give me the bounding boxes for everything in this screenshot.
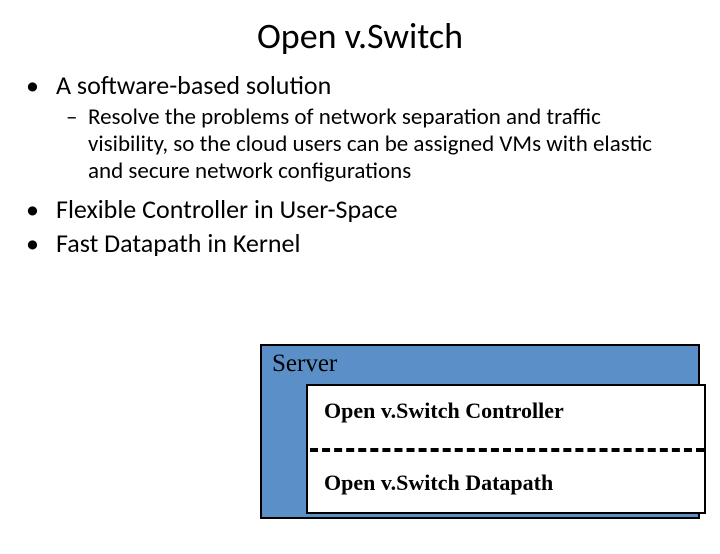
bullet-1-text: A software-based solution: [56, 70, 331, 101]
bullet-3: • Fast Datapath in Kernel: [26, 228, 694, 259]
bullet-1: • A software-based solution: [26, 70, 694, 101]
bullet-marker: •: [26, 228, 56, 259]
bullet-1-sub-text: Resolve the problems of network separati…: [88, 104, 680, 185]
bullet-marker: •: [26, 70, 56, 101]
bullet-2: • Flexible Controller in User-Space: [26, 194, 694, 225]
bullet-marker: •: [26, 194, 56, 225]
bullet-1-sub: – Resolve the problems of network separa…: [66, 104, 680, 185]
dash-marker: –: [66, 104, 88, 185]
diagram-divider: [310, 448, 704, 452]
page-title: Open v.Switch: [0, 14, 720, 58]
datapath-label: Open v.Switch Datapath: [324, 470, 553, 496]
content-area: • A software-based solution – Resolve th…: [0, 70, 720, 259]
controller-label: Open v.Switch Controller: [324, 398, 564, 424]
server-label: Server: [272, 350, 337, 378]
bullet-2-text: Flexible Controller in User-Space: [56, 194, 398, 225]
bullet-3-text: Fast Datapath in Kernel: [56, 228, 300, 259]
